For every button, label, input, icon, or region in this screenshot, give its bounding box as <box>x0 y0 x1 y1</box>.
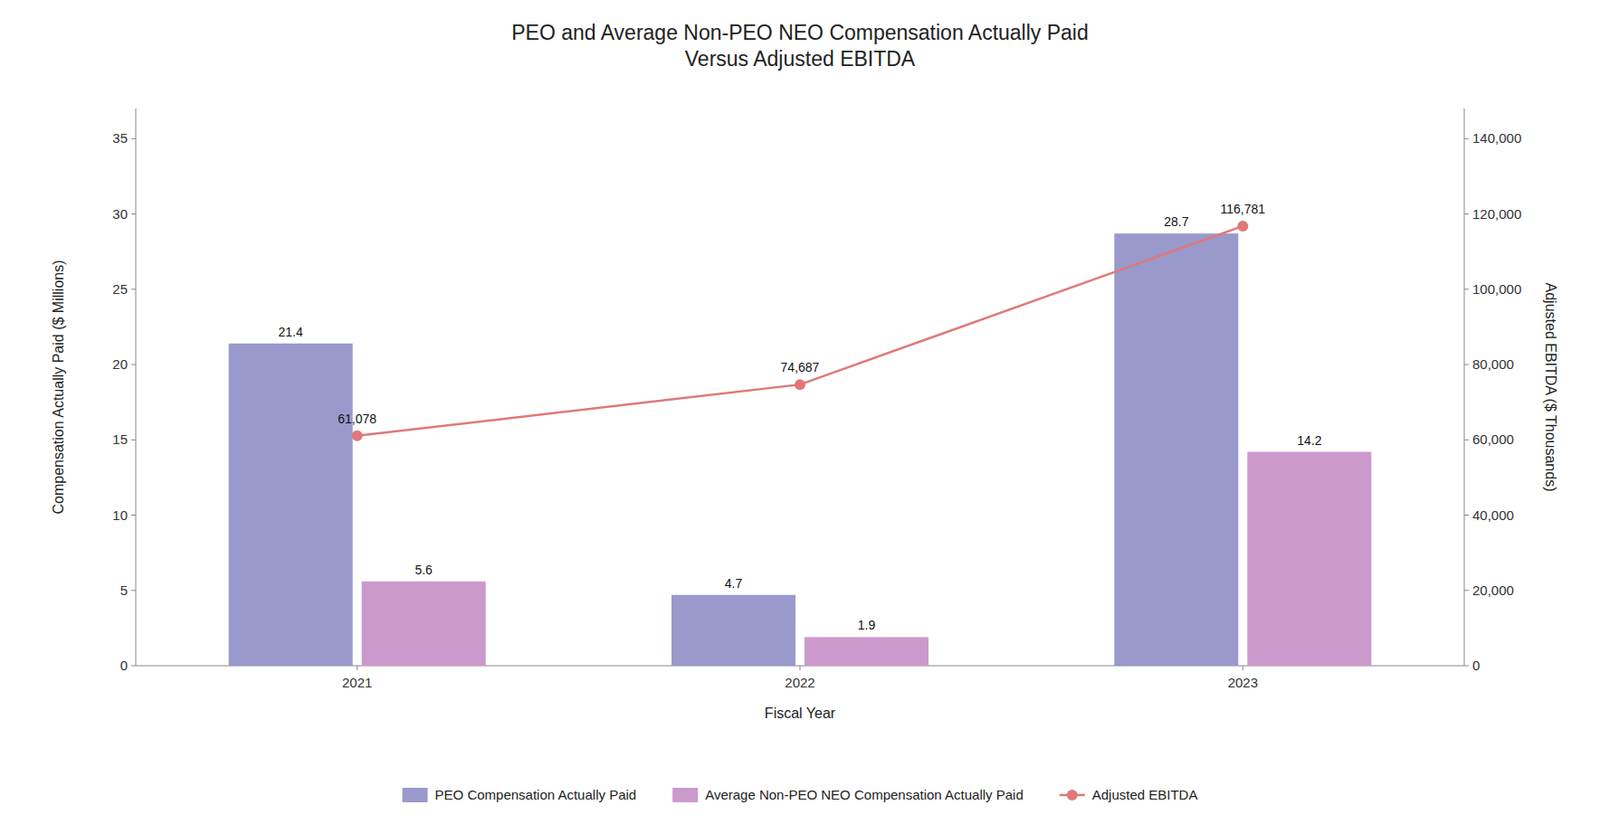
legend-swatch <box>672 788 698 803</box>
y-tick <box>131 666 136 667</box>
x-tick <box>800 666 801 671</box>
y-axis-label: Compensation Actually Paid ($ Millions) <box>50 259 67 515</box>
y2-tick <box>1464 590 1469 591</box>
bar <box>228 343 353 667</box>
legend-label: Adjusted EBITDA <box>1092 787 1199 803</box>
line-marker <box>352 430 363 442</box>
bar-data-label: 28.7 <box>1163 214 1189 229</box>
legend-item: PEO Compensation Actually Paid <box>402 787 638 803</box>
bar <box>361 581 486 667</box>
legend-swatch <box>402 788 429 803</box>
y2-tick-label: 120,000 <box>1472 206 1522 222</box>
y-tick-label: 0 <box>120 657 128 674</box>
data-labels: 21.4 4.7 28.7 5.6 1.9 14.2 61,078 74,687 116,781 <box>278 201 1323 633</box>
y-tick-label: 35 <box>112 130 128 146</box>
legend-item: Average Non-PEO NEO Compensation Actuall… <box>672 787 1024 803</box>
y-tick <box>131 288 136 290</box>
y2-tick-label: 60,000 <box>1472 431 1515 448</box>
legend-item: Adjusted EBITDA <box>1059 787 1199 803</box>
y-tick-label: 30 <box>112 206 128 222</box>
x-tick <box>356 666 358 671</box>
y2-tick <box>1464 138 1469 140</box>
y2-axis-line <box>1464 108 1466 667</box>
y2-tick-label: 20,000 <box>1472 582 1515 599</box>
y2-tick <box>1464 439 1469 441</box>
bar-data-label: 21.4 <box>278 324 304 340</box>
y2-tick-label: 140,000 <box>1472 130 1522 146</box>
title-line: Versus Adjusted EBITDA <box>685 47 916 71</box>
axes: 0 5 10 15 20 25 30 35 0 20,000 40,000 60,000 80,000 1… <box>112 108 1522 691</box>
y2-tick <box>1464 364 1469 366</box>
legend-label: Average Non-PEO NEO Compensation Actuall… <box>704 787 1024 803</box>
x-tick-label: 2023 <box>1228 675 1258 691</box>
line-data-label: 116,781 <box>1220 201 1267 217</box>
y2-tick-label: 100,000 <box>1472 281 1522 297</box>
bar-data-label: 4.7 <box>724 576 743 591</box>
legend: PEO Compensation Actually Paid Average No… <box>402 787 1199 803</box>
bar <box>671 595 796 667</box>
y2-tick <box>1464 213 1469 215</box>
bar-data-label: 14.2 <box>1296 433 1322 448</box>
line-marker <box>1237 220 1248 232</box>
legend-label: PEO Compensation Actually Paid <box>435 787 638 803</box>
bar-data-label: 1.9 <box>857 618 877 633</box>
x-axis-label: Fiscal Year <box>764 705 837 722</box>
y2-tick <box>1464 288 1469 290</box>
legend-swatch-marker <box>1066 790 1078 801</box>
x-tick <box>1242 666 1244 671</box>
y-tick <box>131 213 136 215</box>
page: {"chart_data": { "type": "bar", "title":… <box>0 0 1600 824</box>
y-tick-label: 5 <box>120 582 128 599</box>
chart: PEO and Average Non-PEO NEO Compensation… <box>0 0 1600 824</box>
bar <box>804 637 929 667</box>
bar <box>1114 233 1239 667</box>
marks <box>228 220 1372 667</box>
y-tick-label: 15 <box>112 431 128 448</box>
y2-tick <box>1464 514 1469 516</box>
x-tick-label: 2022 <box>784 675 815 691</box>
bar-data-label: 5.6 <box>414 562 433 578</box>
y-tick <box>131 364 136 366</box>
y-tick <box>131 590 136 591</box>
y-tick <box>131 514 136 516</box>
y-tick-label: 10 <box>112 507 128 524</box>
line-marker <box>794 379 806 391</box>
y-axis-line <box>135 108 137 667</box>
title: PEO and Average Non-PEO NEO Compensation… <box>511 20 1089 71</box>
y-tick-label: 25 <box>112 281 128 297</box>
line <box>357 226 1244 437</box>
y-tick <box>131 439 136 441</box>
y2-tick-label: 40,000 <box>1472 507 1515 524</box>
y2-tick <box>1464 666 1469 667</box>
line-data-label: 74,687 <box>780 360 820 375</box>
x-tick-label: 2021 <box>342 675 372 691</box>
title-line: PEO and Average Non-PEO NEO Compensation… <box>511 20 1089 45</box>
y2-axis-label: Adjusted EBITDA ($ Thousands) <box>1542 283 1559 493</box>
line-data-label: 61,078 <box>337 411 377 427</box>
bar <box>1247 452 1372 667</box>
y2-tick-label: 0 <box>1472 657 1480 674</box>
y-tick <box>131 138 136 140</box>
y-tick-label: 20 <box>112 356 128 372</box>
y2-tick-label: 80,000 <box>1472 356 1515 372</box>
